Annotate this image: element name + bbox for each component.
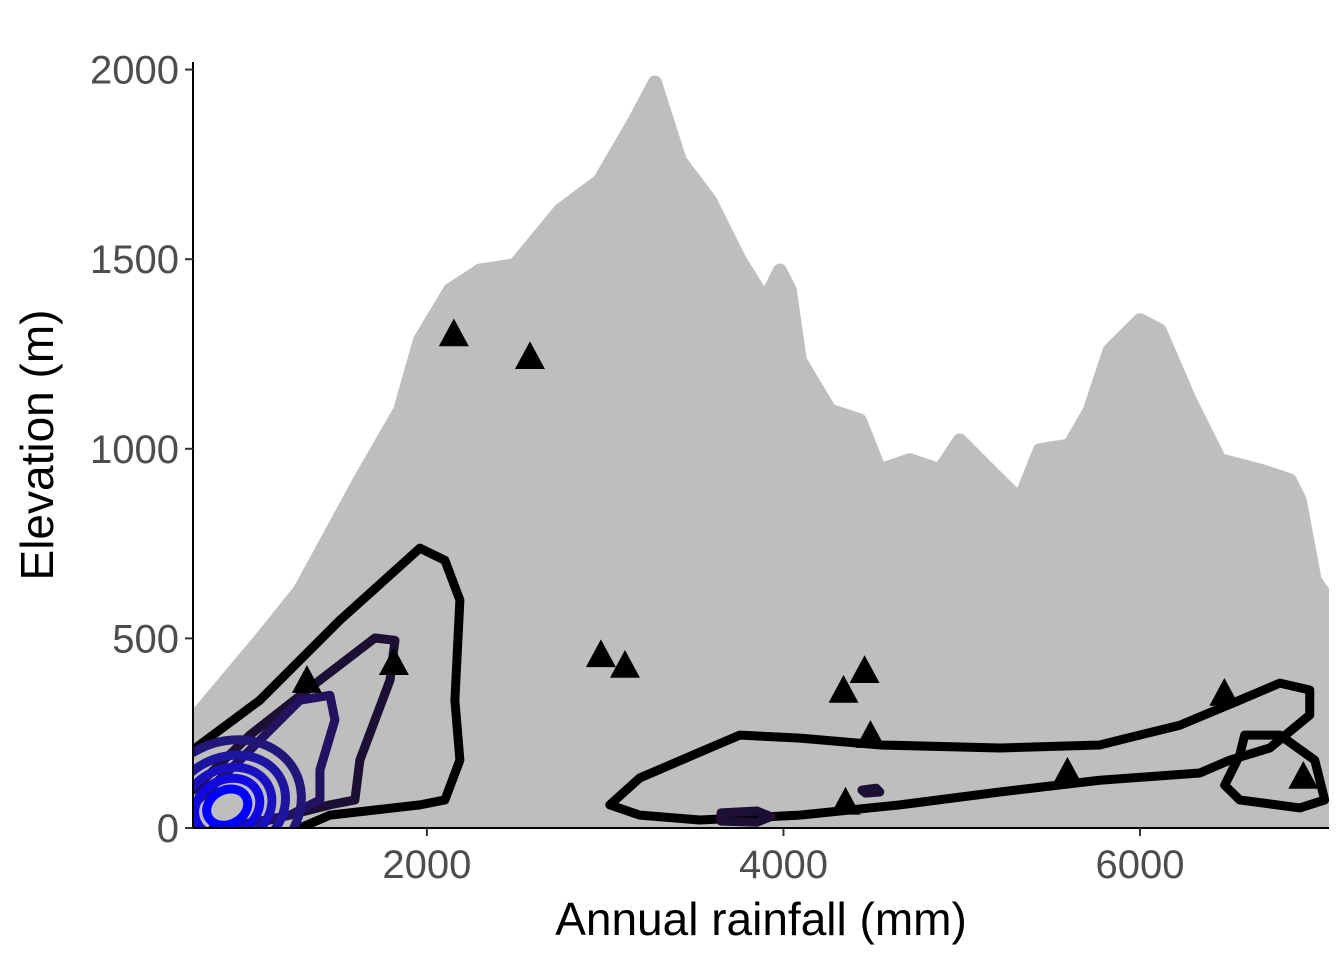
site-triangle-5 <box>609 649 640 678</box>
density-contour-1 <box>605 678 1315 825</box>
plot-area <box>193 75 1329 828</box>
y-tick-label: 1000 <box>90 428 179 472</box>
site-triangle-10 <box>1052 756 1083 785</box>
y-tick-label: 1500 <box>90 238 179 282</box>
density-contour-4 <box>716 806 776 827</box>
site-triangle-0 <box>438 318 469 347</box>
inner-density-contour-3 <box>193 773 265 828</box>
density-contour-5 <box>857 783 885 798</box>
site-triangle-8 <box>855 720 886 748</box>
x-tick-label: 4000 <box>739 843 828 887</box>
site-triangle-7 <box>849 655 880 683</box>
density-contour-2 <box>1220 730 1329 813</box>
site-triangle-6 <box>828 674 859 703</box>
y-tick-label: 2000 <box>90 49 179 93</box>
site-triangle-2 <box>291 665 322 693</box>
x-tick-label: 2000 <box>382 843 471 887</box>
y-axis-label: Elevation (m) <box>11 310 63 581</box>
y-tick-label: 0 <box>157 807 179 851</box>
y-tick-label: 500 <box>112 617 179 661</box>
inner-density-contour-2 <box>193 762 277 828</box>
background-points-cloud <box>193 75 1329 828</box>
x-tick-label: 6000 <box>1096 843 1185 887</box>
inner-density-contour-1 <box>193 750 291 828</box>
site-triangle-12 <box>1288 761 1319 789</box>
axes: 2000 4000 6000 0 500 1000 1500 2000 <box>90 49 1184 887</box>
density-contour-0 <box>193 543 465 828</box>
site-triangle-11 <box>1209 678 1240 706</box>
x-axis-label: Annual rainfall (mm) <box>555 893 967 945</box>
site-triangle-3 <box>378 647 409 676</box>
inner-density-contour-0 <box>193 735 306 828</box>
site-triangle-1 <box>514 341 545 370</box>
inner-density-contour-4 <box>202 784 253 828</box>
site-triangle-9 <box>830 786 861 815</box>
site-triangle-4 <box>585 639 616 668</box>
